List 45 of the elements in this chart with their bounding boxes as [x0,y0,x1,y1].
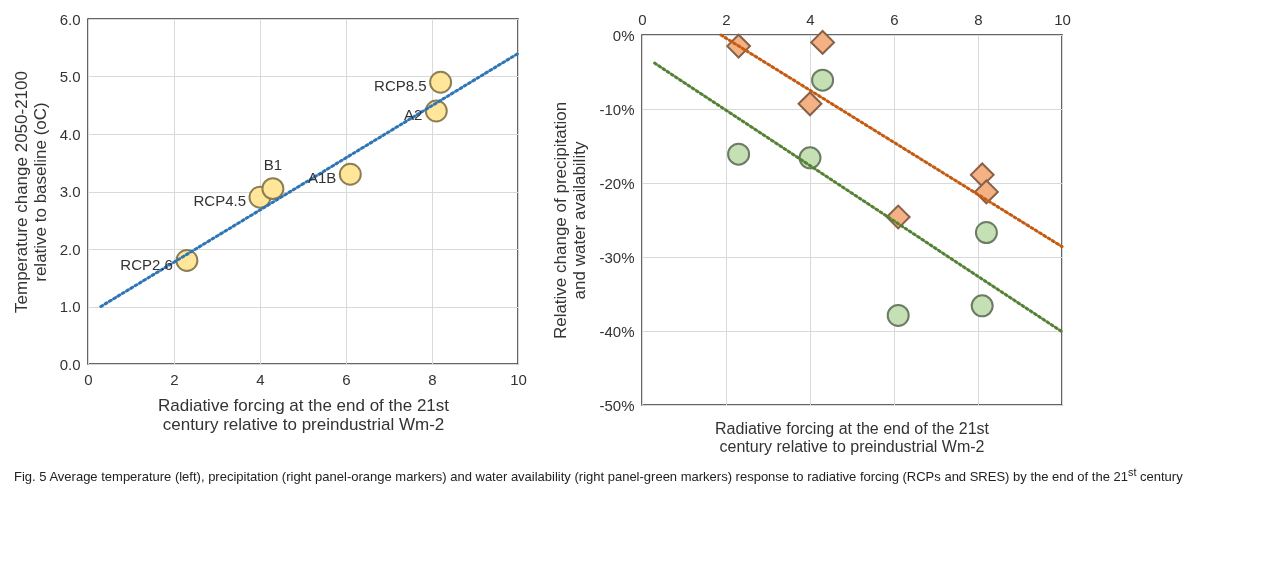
x-tick-label: 0 [638,10,647,28]
point [810,30,835,55]
point [338,162,362,186]
y-tick-label: -50% [599,396,635,414]
x-axis-title: Radiative forcing at the end of the 21st century relative to preindustrial Wm-2 [715,420,990,455]
y-tick-label: 1.0 [59,298,81,315]
point [811,68,835,92]
y-tick-label: -10% [599,100,635,118]
point [974,221,998,245]
y-tick-label: -40% [599,322,635,340]
y-tick-label: -30% [599,248,635,266]
x-tick-label: 0 [84,370,93,388]
x-tick-label: 10 [1054,10,1071,28]
x-tick-label: 4 [806,10,815,28]
y-axis-title: Relative change of precipitation and water availability [551,101,590,340]
y-tick-label: 6.0 [59,10,81,28]
caption: Fig. 5 Average temperature (left), precipitation (right panel-orange markers) and water availability (right panel-green markers) response to radiative forcing (RCPs and SRES) by the end of the 21$^{st}$ century [13,465,1184,487]
point [429,70,453,94]
y-axis-title: Temperature change 2050-2100 relative to baseline (oC) [11,71,50,313]
point [727,142,751,166]
y-tick-label: 0.0 [59,355,81,373]
y-tick-label: 4.0 [59,125,81,143]
point [886,303,910,327]
annotation: RCP2.6 [120,255,173,273]
annotation: B1 [263,155,283,173]
point [261,177,285,201]
y-tick-label: 5.0 [59,68,81,85]
y-tick-label: 0% [612,26,635,44]
annotation: RCP8.5 [374,77,427,95]
point [970,294,994,318]
x-tick-label: 2 [722,10,731,28]
x-tick-label: 8 [428,370,437,388]
x-tick-label: 2 [170,370,179,388]
point [969,162,995,188]
y-tick-label: 2.0 [59,240,81,258]
point [797,91,823,117]
x-tick-label: 6 [342,370,351,388]
annotation: RCP4.5 [193,192,246,210]
x-tick-label: 6 [890,10,899,28]
x-axis-title: Radiative forcing at the end of the 21st century relative to preindustrial Wm-2 [157,395,450,434]
y-tick-label: 3.0 [59,183,81,200]
x-tick-label: 10 [510,370,527,388]
y-tick-label: -20% [599,174,635,192]
x-tick-label: 4 [256,370,265,388]
x-tick-label: 8 [974,10,983,28]
